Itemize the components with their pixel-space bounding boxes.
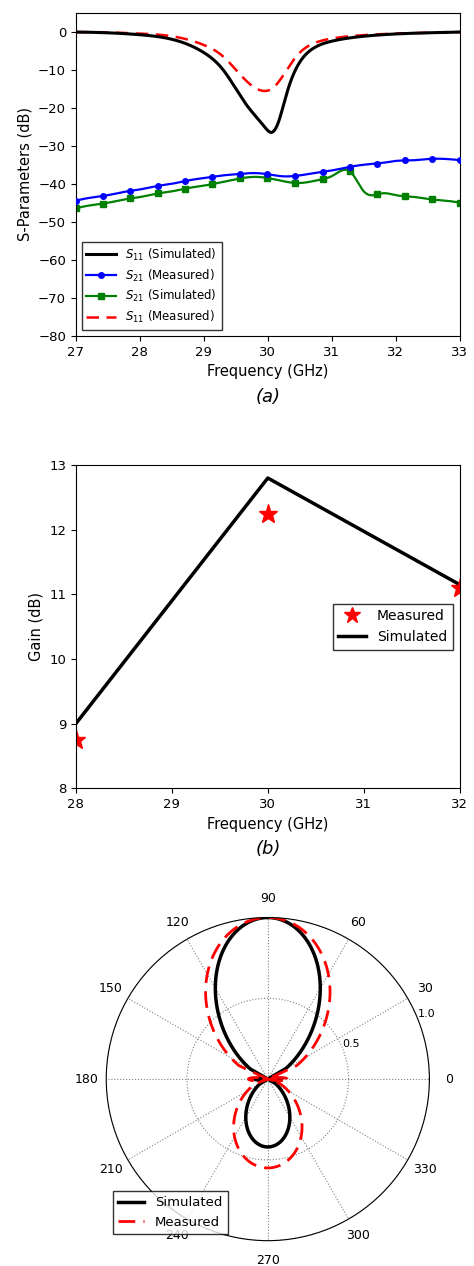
Text: (b): (b) [255,839,281,858]
X-axis label: Frequency (GHz): Frequency (GHz) [207,817,328,832]
Legend: Measured, Simulated: Measured, Simulated [333,604,453,649]
Y-axis label: Gain (dB): Gain (dB) [28,592,44,661]
Y-axis label: S-Parameters (dB): S-Parameters (dB) [18,108,33,242]
X-axis label: Frequency (GHz): Frequency (GHz) [207,365,328,379]
Text: (a): (a) [255,387,280,405]
Legend: $S_{11}$ (Simulated), $S_{21}$ (Measured), $S_{21}$ (Simulated), $S_{11}$ (Measu: $S_{11}$ (Simulated), $S_{21}$ (Measured… [82,242,222,330]
Legend: Simulated, Measured: Simulated, Measured [113,1191,228,1234]
